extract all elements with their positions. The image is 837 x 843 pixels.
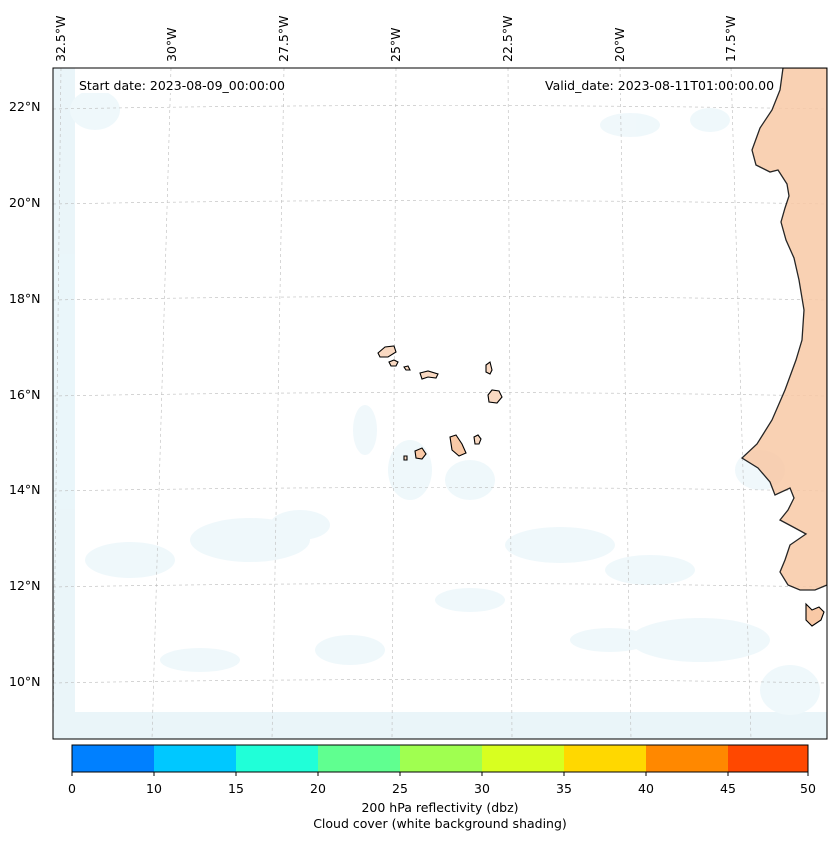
colorbar-tick-40: 40 (638, 781, 654, 796)
island-maio (473, 434, 482, 445)
island-sao-vicente (388, 359, 399, 367)
colorbar-segment-25-30 (400, 745, 482, 772)
colorbar-frame (71, 744, 809, 773)
island-boa-vista (487, 389, 503, 404)
map-content (53, 68, 827, 739)
colorbar-segment-0-10 (72, 745, 154, 772)
colorbar-segment-10-15 (154, 745, 236, 772)
colorbar-title-line1: 200 hPa reflectivity (dbz) (361, 800, 519, 815)
colorbar-tick-25: 25 (392, 781, 408, 796)
map-frame (52, 67, 828, 740)
lat-label-18n: 18°N (9, 291, 41, 306)
colorbar-segment-20-25 (318, 745, 400, 772)
island-fogo (414, 447, 427, 460)
bissagos-islands (805, 602, 825, 627)
lat-label-12n: 12°N (9, 578, 41, 593)
colorbar-segment-30-35 (482, 745, 564, 772)
colorbar-tick-50: 50 (800, 781, 816, 796)
africa-coast-outline (740, 68, 827, 591)
colorbar (71, 744, 809, 776)
island-brava (403, 455, 408, 461)
lat-label-16n: 16°N (9, 387, 41, 402)
colorbar-tick-20: 20 (310, 781, 326, 796)
island-santiago (449, 434, 467, 457)
island-santa-luzia (403, 365, 411, 371)
lat-label-20n: 20°N (9, 195, 41, 210)
colorbar-tick-45: 45 (720, 781, 736, 796)
colorbar-segment-35-40 (564, 745, 646, 772)
colorbar-tick-15: 15 (228, 781, 244, 796)
lat-label-10n: 10°N (9, 674, 41, 689)
colorbar-tick-35: 35 (556, 781, 572, 796)
colorbar-tick-30: 30 (474, 781, 490, 796)
africa-mainland (740, 68, 827, 627)
lon-label-30w: 30°W (164, 27, 179, 62)
start-date-label: Start date: 2023-08-09_00:00:00 (77, 78, 287, 93)
colorbar-title: 200 hPa reflectivity (dbz) Cloud cover (… (0, 800, 837, 832)
island-sao-nicolau (419, 370, 439, 380)
colorbar-segment-40-45 (646, 745, 728, 772)
lon-label-17-5w: 17.5°W (723, 15, 738, 62)
island-sal (485, 361, 493, 375)
valid-date-label: Valid_date: 2023-08-11T01:00:00.00 (543, 78, 777, 93)
colorbar-segment-45-50 (728, 745, 808, 772)
lon-label-20w: 20°W (612, 27, 627, 62)
cloud-shading (53, 68, 827, 739)
colorbar-segment-15-20 (236, 745, 318, 772)
lon-label-27-5w: 27.5°W (276, 15, 291, 62)
colorbar-tick-10: 10 (146, 781, 162, 796)
colorbar-title-line2: Cloud cover (white background shading) (313, 816, 567, 831)
cape-verde-islands (377, 345, 503, 461)
lon-label-25w: 25°W (388, 27, 403, 62)
lon-label-32-5w: 32.5°W (53, 15, 68, 62)
lon-label-22-5w: 22.5°W (500, 15, 515, 62)
lat-label-14n: 14°N (9, 482, 41, 497)
colorbar-tick-0: 0 (68, 781, 76, 796)
island-santo-antao (377, 345, 397, 358)
gridlines (53, 68, 827, 739)
lat-label-22n: 22°N (9, 99, 41, 114)
